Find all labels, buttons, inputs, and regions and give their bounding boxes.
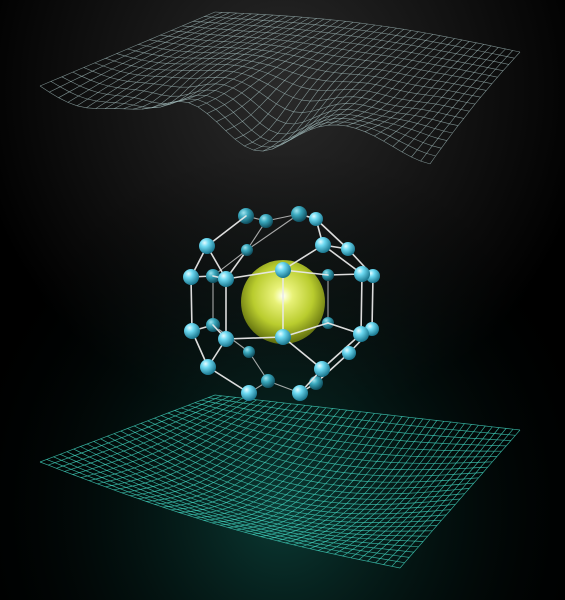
cage-atom [218,331,234,347]
cage-bond [282,336,323,370]
cage-atom [241,385,257,401]
cage-atom [261,374,275,388]
cage-atom [354,266,370,282]
lower-wireframe-surface [39,394,521,569]
cage-bond [207,366,250,394]
cage-atom [342,346,356,360]
cage-bond [315,218,349,250]
cage-atom [275,262,291,278]
upper-wireframe-surface [39,11,521,165]
cage-atom [315,237,331,253]
cage-atom [275,329,291,345]
cage-molecule [183,206,380,401]
cage-atom [200,359,216,375]
cage-atom [218,271,234,287]
cage-bond [190,276,193,332]
cage-atom [292,385,308,401]
cage-atom [309,376,323,390]
cage-bond [225,336,284,340]
cage-bond [212,249,248,277]
cage-bond [322,244,363,275]
cage-bond [360,273,363,335]
cage-bond [246,213,300,251]
cage-atom [353,326,369,342]
cage-atom [341,242,355,256]
cage-atom [243,346,255,358]
cage-atom [314,361,330,377]
cage-atom [183,269,199,285]
cage-bond [225,269,284,280]
cage-atom [309,212,323,226]
cage-bond [321,333,362,370]
cage-atom [241,244,253,256]
cage-bond [371,275,374,330]
cage-bond [315,352,350,384]
cage-atom [291,206,307,222]
cage-atom [199,238,215,254]
cage-bond [206,215,247,247]
cage-atom [184,323,200,339]
cage-atom [259,214,273,228]
cage-front-atoms [183,212,380,401]
